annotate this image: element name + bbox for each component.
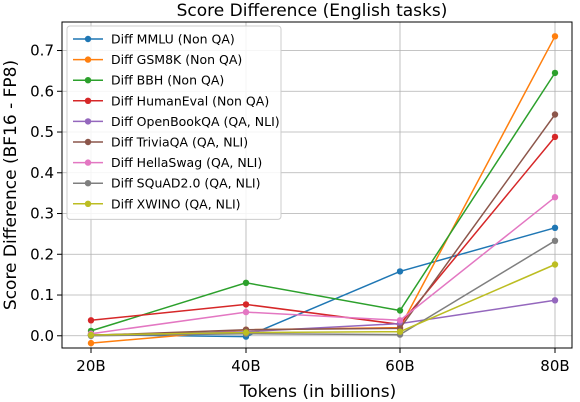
legend-marker [84,138,92,146]
y-tick-label: 0.3 [30,205,54,223]
data-point [551,69,559,77]
data-point [87,317,95,324]
legend-item: Diff XWINO (QA, NLI) [73,196,241,211]
y-tick-label: 0.1 [30,286,54,304]
series-line [90,72,556,332]
data-point [551,261,559,268]
data-point [242,329,250,336]
legend: Diff MMLU (Non QA) Diff GSM8K (Non QA) Dif… [66,25,282,220]
legend-item: Diff HellaSwag (QA, NLI) [73,155,262,170]
data-point [551,33,559,40]
legend-box [66,25,282,220]
legend-item: Diff MMLU (Non QA) [73,32,235,47]
data-point [87,339,95,347]
legend-marker [84,118,92,125]
y-axis-ticks: 0.0 0.1 0.2 0.3 0.4 0.5 0.6 0.7 [30,42,62,345]
data-point [87,331,95,339]
legend-marker [84,77,92,84]
y-tick-label: 0.4 [30,164,54,182]
legend-label: Diff OpenBookQA (QA, NLI) [111,114,280,129]
x-tick-label: 20B [76,357,105,375]
legend-label: Diff GSM8K (Non QA) [111,52,242,67]
x-tick-label: 40B [231,357,260,375]
legend-item: Diff GSM8K (Non QA) [73,52,242,67]
series-3 [87,69,559,335]
series-line [90,196,556,335]
legend-marker [84,97,92,105]
legend-label: Diff HellaSwag (QA, NLI) [111,155,262,170]
legend-marker [84,200,92,207]
legend-item: Diff BBH (Non QA) [73,73,224,88]
legend-label: Diff TriviaQA (QA, NLI) [111,135,248,150]
data-point [396,307,404,314]
data-point [396,317,404,324]
legend-label: Diff MMLU (Non QA) [111,32,235,47]
data-point [396,328,404,335]
legend-item: Diff OpenBookQA (QA, NLI) [73,114,280,129]
y-tick-label: 0.6 [30,82,54,100]
data-point [551,297,559,304]
legend-item: Diff TriviaQA (QA, NLI) [73,135,248,150]
chart-title: Score Difference (English tasks) [177,1,448,21]
legend-label: Diff HumanEval (Non QA) [111,93,269,108]
y-tick-label: 0.2 [30,245,54,263]
series-line [90,240,556,337]
y-axis-label: Score Difference (BF16 - FP8) [1,60,21,310]
y-tick-label: 0.7 [30,42,54,60]
legend-marker [84,180,92,187]
legend-label: Diff XWINO (QA, NLI) [111,196,241,211]
legend-label: Diff BBH (Non QA) [111,73,224,88]
series-line [90,136,556,326]
legend-marker [84,159,92,166]
y-tick-label: 0.5 [30,123,54,141]
legend-marker [84,35,92,43]
x-tick-label: 60B [385,357,414,375]
data-point [242,279,250,286]
x-tick-label: 80B [540,357,569,375]
x-axis-ticks: 20B 40B 60B 80B [76,348,570,375]
y-tick-label: 0.0 [30,327,54,345]
legend-label: Diff SQuAD2.0 (QA, NLI) [111,176,261,191]
legend-marker [84,56,92,63]
legend-item: Diff SQuAD2.0 (QA, NLI) [73,176,261,191]
data-point [551,133,559,141]
data-point [396,268,404,275]
data-point [242,301,250,308]
series-9 [87,261,559,339]
series-line [90,227,556,338]
x-axis-label: Tokens (in billions) [239,382,397,402]
series-lines [87,33,559,347]
legend-item: Diff HumanEval (Non QA) [73,93,269,108]
series-line [90,114,556,337]
data-point [551,111,559,118]
data-point [551,224,559,231]
series-line [90,263,556,336]
data-point [551,194,559,201]
data-point [551,237,559,244]
plot-frame [61,21,573,349]
data-point [242,308,250,316]
